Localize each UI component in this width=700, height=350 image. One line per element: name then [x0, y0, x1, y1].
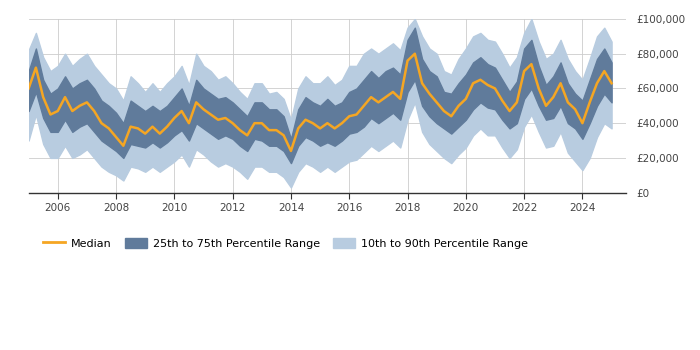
Legend: Median, 25th to 75th Percentile Range, 10th to 90th Percentile Range: Median, 25th to 75th Percentile Range, 1… — [38, 233, 533, 253]
